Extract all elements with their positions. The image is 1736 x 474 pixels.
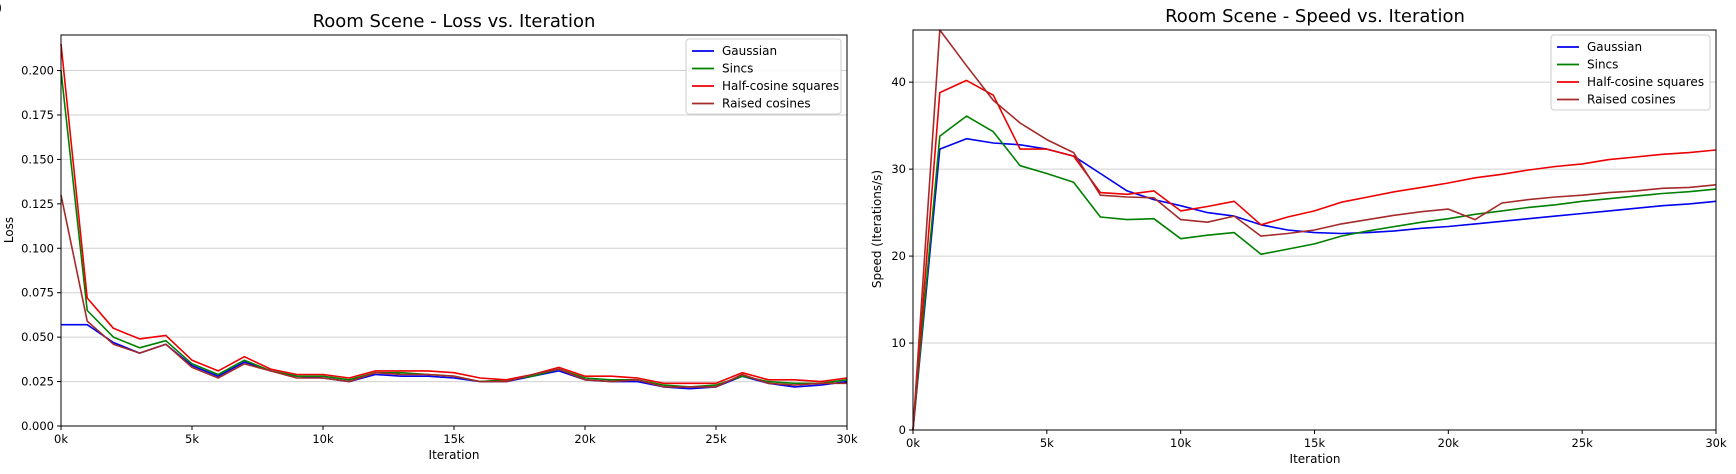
y-tick-label: 0.200 xyxy=(21,64,54,78)
y-tick-label: 30 xyxy=(891,162,906,176)
x-tick-label: 25k xyxy=(705,432,727,446)
y-tick-label: 0.050 xyxy=(21,330,54,344)
x-tick-label: 30k xyxy=(836,432,858,446)
y-tick-label: 0.175 xyxy=(21,108,54,122)
y-tick-label: 0.100 xyxy=(21,241,54,255)
speed-chart-legend: Gaussian Sincs Half-cosine squares Raised c… xyxy=(1550,34,1711,111)
x-tick-label: 0k xyxy=(906,436,920,450)
y-tick-label: 0.150 xyxy=(21,152,54,166)
legend-label: Raised cosines xyxy=(1587,93,1676,107)
loss-chart-title: Room Scene - Loss vs. Iteration xyxy=(313,11,596,32)
x-tick-label: 25k xyxy=(1572,436,1594,450)
legend-box xyxy=(685,38,842,115)
x-tick-label: 10k xyxy=(1170,436,1192,450)
y-tick-label: 0.125 xyxy=(21,197,54,211)
legend-label: Half-cosine squares xyxy=(1587,75,1704,89)
legend-label: Sincs xyxy=(1587,58,1618,72)
loss-chart-x-ticks: 0k 5k 10k 15k 20k 25k 30k xyxy=(54,426,858,446)
loss-chart: Room Scene - Loss vs. Iteration 0k 5k 10k 1… xyxy=(2,11,858,462)
x-tick-label: 5k xyxy=(1040,436,1054,450)
speed-chart-line-gaussian xyxy=(912,137,1717,431)
x-tick-label: 10k xyxy=(312,432,334,446)
speed-chart-line-raised-cosines xyxy=(912,29,1717,431)
speed-chart: Room Scene - Speed vs. Iteration 0k 5k 10k… xyxy=(870,6,1727,466)
speed-chart-x-label: Iteration xyxy=(1290,452,1341,466)
loss-chart-y-label: Loss xyxy=(2,217,16,243)
y-tick-label: 0.025 xyxy=(21,375,54,389)
loss-chart-series xyxy=(60,43,848,390)
legend-label: Half-cosine squares xyxy=(722,79,839,93)
speed-chart-grid xyxy=(913,81,1716,431)
x-tick-label: 0k xyxy=(54,432,68,446)
loss-chart-line-sincs xyxy=(60,70,848,388)
speed-chart-line-half-cosine-squares xyxy=(912,79,1717,431)
loss-chart-line-raised-cosines xyxy=(60,194,847,388)
y-tick-label: 0.075 xyxy=(21,286,54,300)
loss-chart-legend: Gaussian Sincs Half-cosine squares Raised c… xyxy=(685,38,842,115)
x-tick-label: 15k xyxy=(443,432,465,446)
y-tick-label: 40 xyxy=(891,75,906,89)
speed-chart-line-sincs xyxy=(912,115,1717,431)
loss-chart-y-ticks: 0.000 0.025 0.050 0.075 0.100 0.125 0.150 0.175… xyxy=(21,64,61,433)
loss-chart-line-half-cosine-squares xyxy=(60,43,848,385)
speed-chart-title: Room Scene - Speed vs. Iteration xyxy=(1165,6,1465,27)
y-tick-label: 10 xyxy=(891,336,906,350)
legend-label: Gaussian xyxy=(1587,40,1642,54)
panel-letter: ) xyxy=(0,1,2,16)
legend-box xyxy=(1550,34,1711,111)
y-tick-label: 20 xyxy=(891,249,906,263)
loss-chart-grid xyxy=(61,70,847,427)
loss-chart-x-label: Iteration xyxy=(429,448,480,462)
speed-chart-series xyxy=(912,29,1717,431)
x-tick-label: 20k xyxy=(574,432,596,446)
speed-chart-y-label: Speed (Iterations/s) xyxy=(870,170,884,288)
speed-chart-x-ticks: 0k 5k 10k 15k 20k 25k 30k xyxy=(906,430,1727,450)
x-tick-label: 30k xyxy=(1705,436,1727,450)
x-tick-label: 15k xyxy=(1304,436,1326,450)
legend-label: Raised cosines xyxy=(722,97,811,111)
legend-label: Gaussian xyxy=(722,44,777,58)
y-tick-label: 0.000 xyxy=(21,419,54,433)
x-tick-label: 20k xyxy=(1438,436,1460,450)
x-tick-label: 5k xyxy=(185,432,199,446)
legend-label: Sincs xyxy=(722,62,753,76)
speed-chart-y-ticks: 0 10 20 30 40 xyxy=(891,75,913,437)
y-tick-label: 0 xyxy=(899,423,906,437)
